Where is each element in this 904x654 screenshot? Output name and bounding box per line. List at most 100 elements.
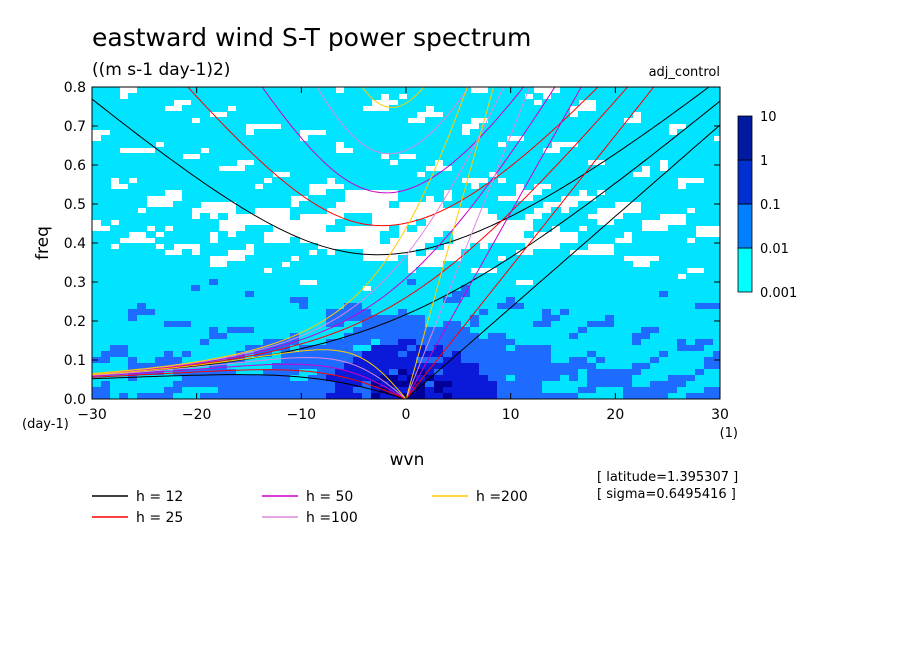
power-cell: [398, 357, 408, 364]
power-cell: [677, 315, 687, 322]
power-cell: [632, 327, 642, 334]
power-cell: [425, 321, 435, 328]
power-cell: [623, 243, 633, 250]
power-cell: [515, 375, 525, 382]
power-cell: [488, 345, 498, 352]
power-cell: [713, 165, 720, 172]
power-cell: [290, 177, 300, 184]
power-cell: [209, 105, 219, 112]
power-cell: [515, 165, 525, 172]
power-cell: [182, 339, 192, 346]
power-cell: [335, 339, 345, 346]
power-cell: [479, 381, 489, 388]
power-cell: [407, 369, 417, 376]
power-cell: [416, 105, 426, 112]
power-cell: [416, 387, 426, 394]
power-cell: [110, 117, 120, 124]
power-cell: [389, 153, 399, 160]
power-cell: [461, 387, 471, 394]
power-cell: [146, 177, 156, 184]
power-cell: [524, 393, 534, 399]
power-cell: [668, 93, 678, 100]
power-cell: [596, 273, 606, 280]
power-cell: [641, 279, 651, 286]
power-cell: [443, 117, 453, 124]
power-cell: [605, 279, 615, 286]
power-cell: [254, 87, 264, 94]
power-cell: [281, 381, 291, 388]
power-cell: [704, 333, 714, 340]
power-cell: [668, 309, 678, 316]
power-cell: [605, 321, 615, 328]
power-cell: [254, 153, 264, 160]
y-tick-label: 0.7: [64, 119, 86, 135]
power-cell: [173, 279, 183, 286]
power-cell: [272, 345, 282, 352]
power-cell: [119, 393, 129, 399]
power-cell: [614, 159, 624, 166]
power-cell: [101, 237, 111, 244]
power-cell: [632, 153, 642, 160]
power-cell: [209, 351, 219, 358]
power-cell: [578, 237, 588, 244]
power-cell: [362, 351, 372, 358]
power-cell: [452, 141, 462, 148]
power-cell: [542, 345, 552, 352]
rossby-curve: [92, 356, 407, 399]
power-cell: [317, 141, 327, 148]
power-cell: [236, 327, 246, 334]
power-cell: [650, 135, 660, 142]
power-cell: [659, 339, 669, 346]
power-cell: [227, 339, 237, 346]
power-cell: [434, 177, 444, 184]
power-cell: [677, 189, 687, 196]
inertia-gravity-curve: [361, 87, 425, 108]
power-cell: [236, 273, 246, 280]
y-tick-label: 0.4: [64, 236, 86, 252]
power-cell: [533, 147, 543, 154]
power-cell: [317, 381, 327, 388]
power-cell: [506, 387, 516, 394]
power-cell: [182, 327, 192, 334]
power-cell: [173, 273, 183, 280]
power-cell: [416, 123, 426, 130]
power-cell: [317, 87, 327, 94]
power-cell: [704, 147, 714, 154]
power-cell: [119, 165, 129, 172]
power-cell: [326, 135, 336, 142]
power-cell: [677, 321, 687, 328]
power-cell: [641, 183, 651, 190]
power-cell: [227, 135, 237, 142]
power-cell: [173, 135, 183, 142]
power-cell: [506, 327, 516, 334]
power-cell: [668, 279, 678, 286]
power-cell: [308, 357, 318, 364]
power-cell: [668, 273, 678, 280]
power-cell: [623, 321, 633, 328]
power-cell: [659, 231, 669, 238]
power-cell: [416, 249, 426, 256]
power-cell: [614, 147, 624, 154]
power-cell: [191, 129, 201, 136]
power-cell: [515, 117, 525, 124]
power-cell: [659, 327, 669, 334]
power-cell: [686, 117, 696, 124]
power-cell: [713, 285, 720, 292]
power-cell: [623, 363, 633, 370]
power-cell: [443, 141, 453, 148]
power-cell: [506, 147, 516, 154]
power-cell: [353, 117, 363, 124]
power-cell: [362, 345, 372, 352]
power-cell: [299, 159, 309, 166]
power-cell: [245, 171, 255, 178]
power-cell: [614, 87, 624, 94]
power-cell: [308, 201, 318, 208]
power-cell: [101, 243, 111, 250]
power-cell: [497, 207, 507, 214]
power-cell: [200, 165, 210, 172]
power-cell: [92, 393, 102, 399]
power-cell: [452, 393, 462, 399]
power-cell: [263, 291, 273, 298]
power-cell: [632, 213, 642, 220]
power-cell: [317, 171, 327, 178]
